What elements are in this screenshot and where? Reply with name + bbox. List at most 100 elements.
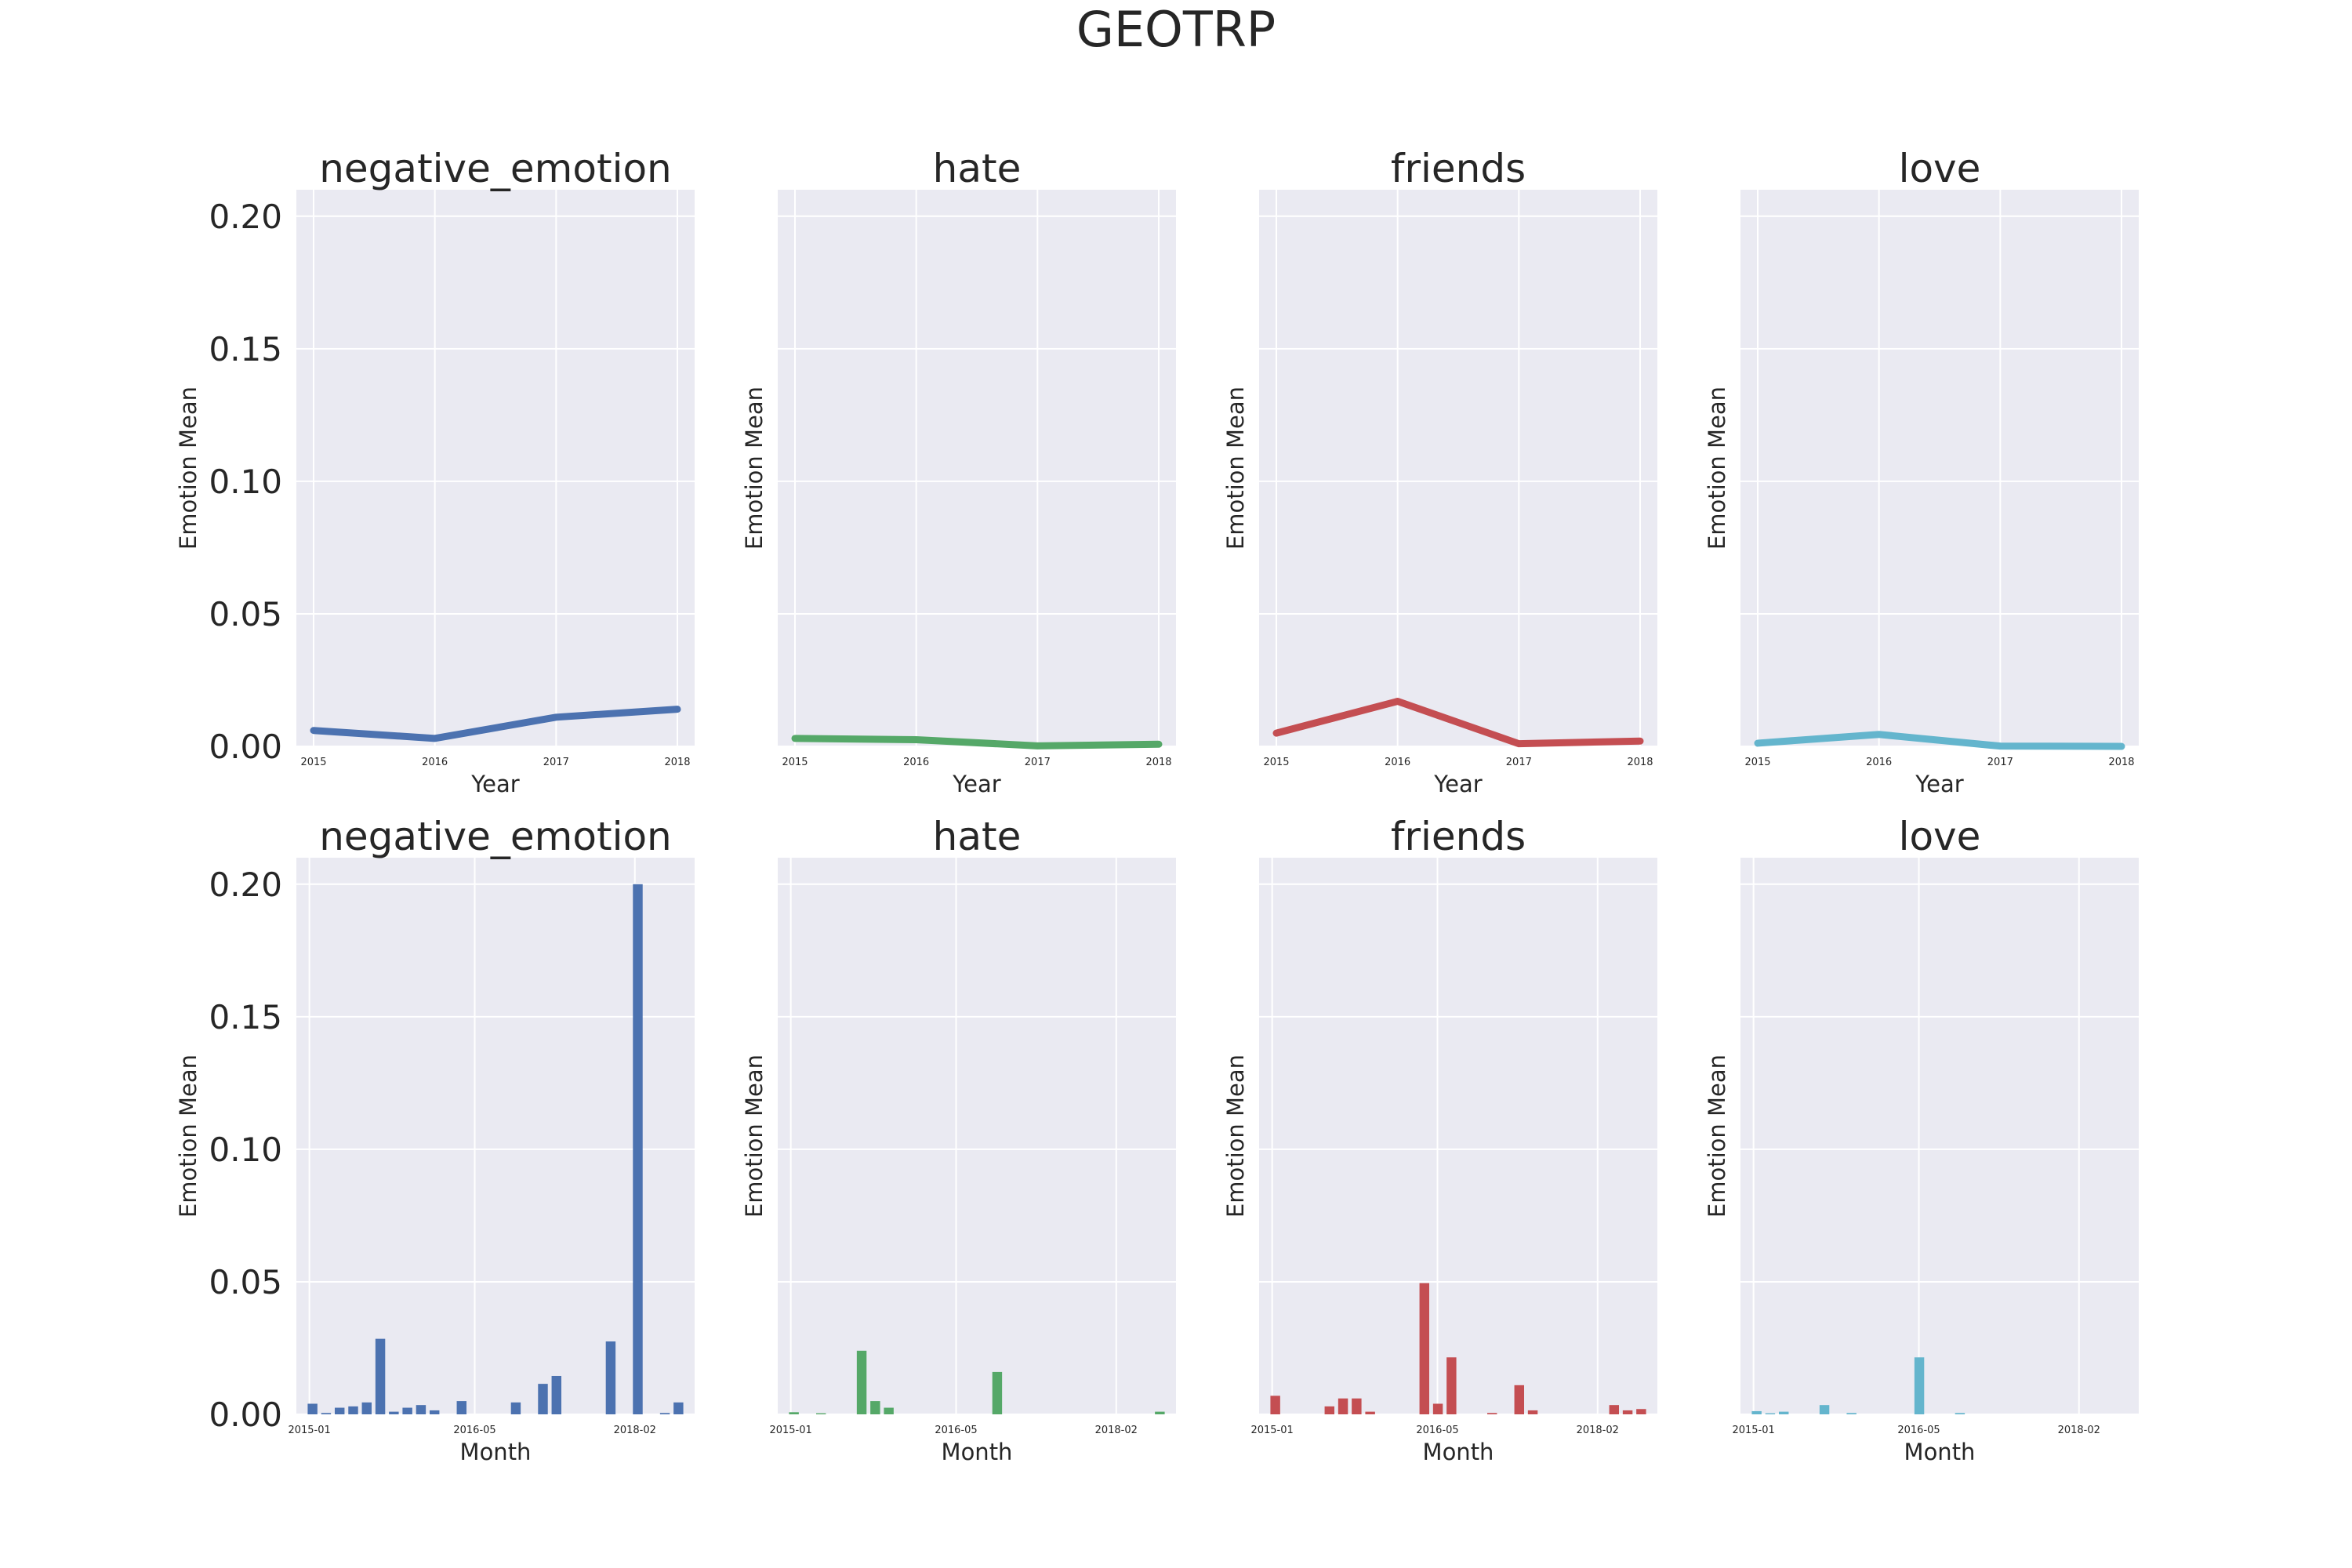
x-axis-label: Month (460, 1439, 532, 1465)
bar (1636, 1409, 1646, 1414)
bar (510, 1402, 521, 1414)
bar (1352, 1398, 1362, 1414)
series-line (310, 706, 681, 742)
x-tick-label: 2018-02 (1095, 1425, 1138, 1436)
bar (1338, 1398, 1348, 1414)
x-tick-label: 2017 (1025, 757, 1051, 768)
subplot-title: hate (933, 146, 1022, 191)
bar (429, 1410, 440, 1414)
x-axis-label: Month (1423, 1439, 1494, 1465)
subplot-title: friends (1391, 814, 1526, 859)
bar (375, 1338, 386, 1414)
bar (361, 1402, 372, 1414)
bar (307, 1403, 318, 1414)
bar (1324, 1406, 1335, 1414)
bar (1846, 1413, 1857, 1414)
bar (1751, 1410, 1762, 1414)
x-tick-label: 2018-02 (2058, 1425, 2100, 1436)
subplot-title: friends (1391, 146, 1526, 191)
x-tick-label: 2018 (1145, 757, 1171, 768)
x-tick-label: 2015-01 (1250, 1425, 1293, 1436)
bar (992, 1371, 1003, 1414)
x-axis-label: Month (942, 1439, 1013, 1465)
bar (1622, 1410, 1633, 1414)
x-axis-label: Year (470, 771, 519, 797)
bar (1155, 1411, 1165, 1414)
y-axis-label: Emotion Mean (1704, 1054, 1730, 1218)
x-axis-label: Year (1433, 771, 1482, 797)
y-tick-label: 0.00 (209, 728, 282, 766)
x-tick-label: 2018-02 (614, 1425, 656, 1436)
bar (402, 1407, 412, 1414)
bar (1914, 1357, 1925, 1414)
x-tick-label: 2018-02 (1577, 1425, 1619, 1436)
x-tick-label: 2016-05 (453, 1425, 495, 1436)
bar (1527, 1410, 1538, 1414)
bar (348, 1406, 358, 1414)
y-tick-label: 0.10 (209, 1131, 282, 1169)
bar (884, 1407, 894, 1414)
bar (1609, 1405, 1620, 1414)
y-tick-label: 0.10 (209, 463, 282, 501)
x-tick-label: 2016 (1385, 757, 1410, 768)
bar (1446, 1357, 1457, 1414)
x-tick-label: 2015 (1744, 757, 1770, 768)
bar (1486, 1413, 1497, 1414)
x-tick-label: 2016-05 (1897, 1425, 1940, 1436)
y-axis-label: Emotion Mean (175, 387, 201, 550)
x-tick-label: 2016-05 (1416, 1425, 1458, 1436)
bar (1270, 1396, 1280, 1414)
x-tick-label: 2016-05 (935, 1425, 977, 1436)
x-tick-label: 2015 (782, 757, 808, 768)
bar (334, 1407, 345, 1414)
y-tick-label: 0.05 (209, 595, 282, 633)
plot-area (778, 858, 1176, 1414)
y-tick-label: 0.05 (209, 1263, 282, 1301)
y-axis-label: Emotion Mean (741, 1054, 768, 1218)
x-tick-label: 2017 (543, 757, 569, 768)
plot-area (1740, 858, 2139, 1414)
x-tick-label: 2015-01 (769, 1425, 811, 1436)
bar (633, 884, 643, 1414)
bar (416, 1405, 426, 1414)
x-tick-label: 2018 (664, 757, 690, 768)
x-tick-label: 2016 (1866, 757, 1892, 768)
bar (1514, 1385, 1525, 1414)
x-tick-label: 2015 (1263, 757, 1289, 768)
bar (673, 1402, 684, 1414)
bar (1778, 1411, 1789, 1414)
bar (456, 1401, 467, 1414)
subplot-title: hate (933, 814, 1022, 859)
series-line (791, 735, 1163, 750)
bar (1365, 1411, 1375, 1414)
x-tick-label: 2018 (2108, 757, 2134, 768)
series-line (1754, 731, 2125, 750)
x-axis-label: Year (1915, 771, 1963, 797)
y-tick-label: 0.20 (209, 198, 282, 236)
plot-area (296, 190, 695, 746)
series-line (1272, 698, 1644, 748)
plot-area (1740, 190, 2139, 746)
bar (321, 1413, 332, 1414)
bar (789, 1412, 799, 1414)
bar (1955, 1413, 1965, 1414)
bar (1419, 1283, 1430, 1414)
subplot-title: negative_emotion (319, 814, 672, 859)
y-tick-label: 0.15 (209, 330, 282, 368)
figure-title: GEOTRP (1076, 1, 1276, 58)
bar (389, 1411, 399, 1414)
x-tick-label: 2017 (1987, 757, 2013, 768)
x-tick-label: 2016 (903, 757, 929, 768)
x-axis-label: Year (952, 771, 1000, 797)
y-axis-label: Emotion Mean (741, 387, 768, 550)
plot-area (1259, 858, 1657, 1414)
x-tick-label: 2015-01 (1732, 1425, 1774, 1436)
bar (538, 1384, 548, 1414)
subplot-title: love (1899, 146, 1981, 191)
x-tick-label: 2017 (1506, 757, 1532, 768)
x-tick-label: 2016 (422, 757, 448, 768)
x-tick-label: 2018 (1627, 757, 1653, 768)
bar (605, 1341, 616, 1414)
bar (870, 1401, 880, 1414)
